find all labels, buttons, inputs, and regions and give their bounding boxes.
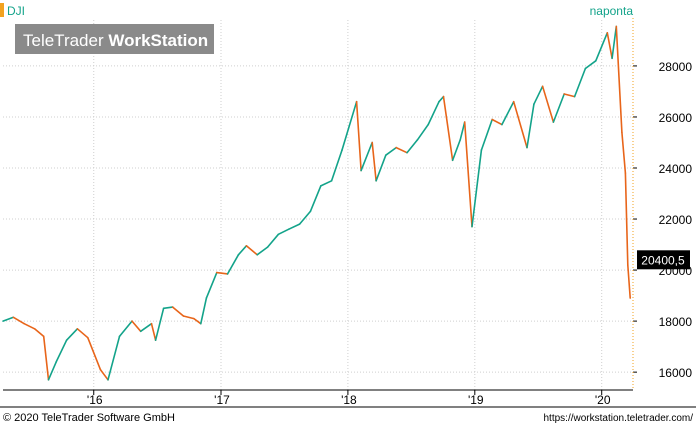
series-segment (533, 85, 544, 105)
series-segment (606, 31, 613, 60)
series-segment (200, 297, 208, 325)
series-segment (237, 245, 248, 256)
series-segment (341, 100, 358, 151)
series-segment (171, 306, 185, 317)
copyright-text: © 2020 TeleTrader Software GmbH (3, 412, 175, 424)
series-segment (216, 271, 229, 275)
watermark-light: TeleTrader (23, 31, 108, 50)
y-tick-label: 22000 (659, 213, 693, 227)
series-segment (611, 25, 618, 60)
series-segment (624, 172, 629, 266)
symbol-marker (0, 3, 4, 17)
series-segment (154, 307, 165, 342)
series-segment (355, 100, 362, 172)
series-segment (55, 339, 68, 363)
x-tick-label: '19 (468, 393, 484, 407)
symbol-label[interactable]: DJI (7, 4, 25, 18)
y-tick-label: 18000 (659, 315, 693, 329)
series-segment (438, 95, 445, 103)
series-segment (573, 67, 587, 98)
series-segment (287, 223, 301, 230)
series-segment (256, 246, 269, 256)
series-segment (99, 368, 109, 381)
series-segment (621, 131, 627, 174)
series-segment (552, 93, 566, 123)
series-segment (406, 139, 419, 154)
series-segment (226, 254, 240, 275)
series-segment (371, 141, 377, 182)
series-segment (245, 245, 259, 256)
footer-url[interactable]: https://workstation.teletrader.com/ (543, 413, 693, 424)
series-segment (375, 154, 387, 182)
series-segment (277, 228, 290, 236)
series-segment (23, 322, 36, 330)
y-tick-label: 28000 (659, 60, 693, 74)
series-segment (12, 316, 26, 325)
tick-labels: 16000180002000022000240002600028000'16'1… (87, 60, 692, 407)
series-segment (182, 315, 195, 320)
last-price-label: 20400,5 (641, 253, 685, 267)
series-segment (319, 180, 333, 187)
series-segment (330, 149, 343, 182)
series-segment (87, 336, 102, 371)
watermark-box (15, 24, 214, 54)
last-price-box (637, 250, 690, 270)
series-segment (65, 327, 79, 342)
series-segment (47, 361, 58, 381)
period-label[interactable]: naponta (590, 4, 634, 18)
series-segment (512, 100, 528, 149)
x-tick-label: '16 (87, 393, 103, 407)
series-segment (131, 320, 142, 333)
series-segment (2, 316, 15, 322)
series-segment (594, 31, 609, 62)
series-segment (395, 146, 408, 154)
grid (3, 20, 633, 390)
y-tick-label: 26000 (659, 111, 693, 125)
watermark: TeleTrader WorkStation (23, 31, 208, 50)
series-segment (150, 322, 157, 342)
series-segment (162, 306, 174, 310)
series-segment (360, 141, 374, 172)
series-segment (384, 146, 398, 156)
x-tick-label: '20 (595, 393, 611, 407)
series-segment (459, 121, 466, 141)
series-segment (139, 322, 153, 333)
series-segment (427, 100, 440, 126)
series-segment (480, 118, 494, 151)
series-segment (298, 210, 312, 225)
series-segment (118, 320, 133, 338)
series-segment (491, 118, 503, 126)
axes (3, 18, 637, 395)
series-segment (309, 185, 322, 213)
series-segment (615, 25, 623, 134)
series-dji (2, 25, 632, 381)
x-tick-label: '18 (341, 393, 357, 407)
series-segment (42, 335, 50, 381)
series-segment (442, 95, 454, 162)
series-segment (205, 271, 218, 299)
series-segment (463, 121, 473, 228)
watermark-bold: WorkStation (108, 31, 208, 50)
series-segment (193, 317, 202, 325)
series-segment (626, 264, 632, 299)
series-segment (563, 93, 576, 98)
series-segment (76, 327, 89, 339)
y-tick-label: 16000 (659, 366, 693, 380)
series-segment (541, 85, 555, 123)
series-segment (416, 123, 430, 141)
series-segment (451, 139, 462, 162)
series-segment (471, 149, 483, 228)
series-segment (107, 335, 121, 381)
series-segment (266, 233, 280, 248)
series-segment (33, 327, 45, 338)
series-segment (584, 59, 597, 70)
x-tick-label: '17 (214, 393, 230, 407)
y-tick-label: 24000 (659, 162, 693, 176)
series-segment (501, 100, 515, 126)
series-segment (526, 103, 535, 149)
